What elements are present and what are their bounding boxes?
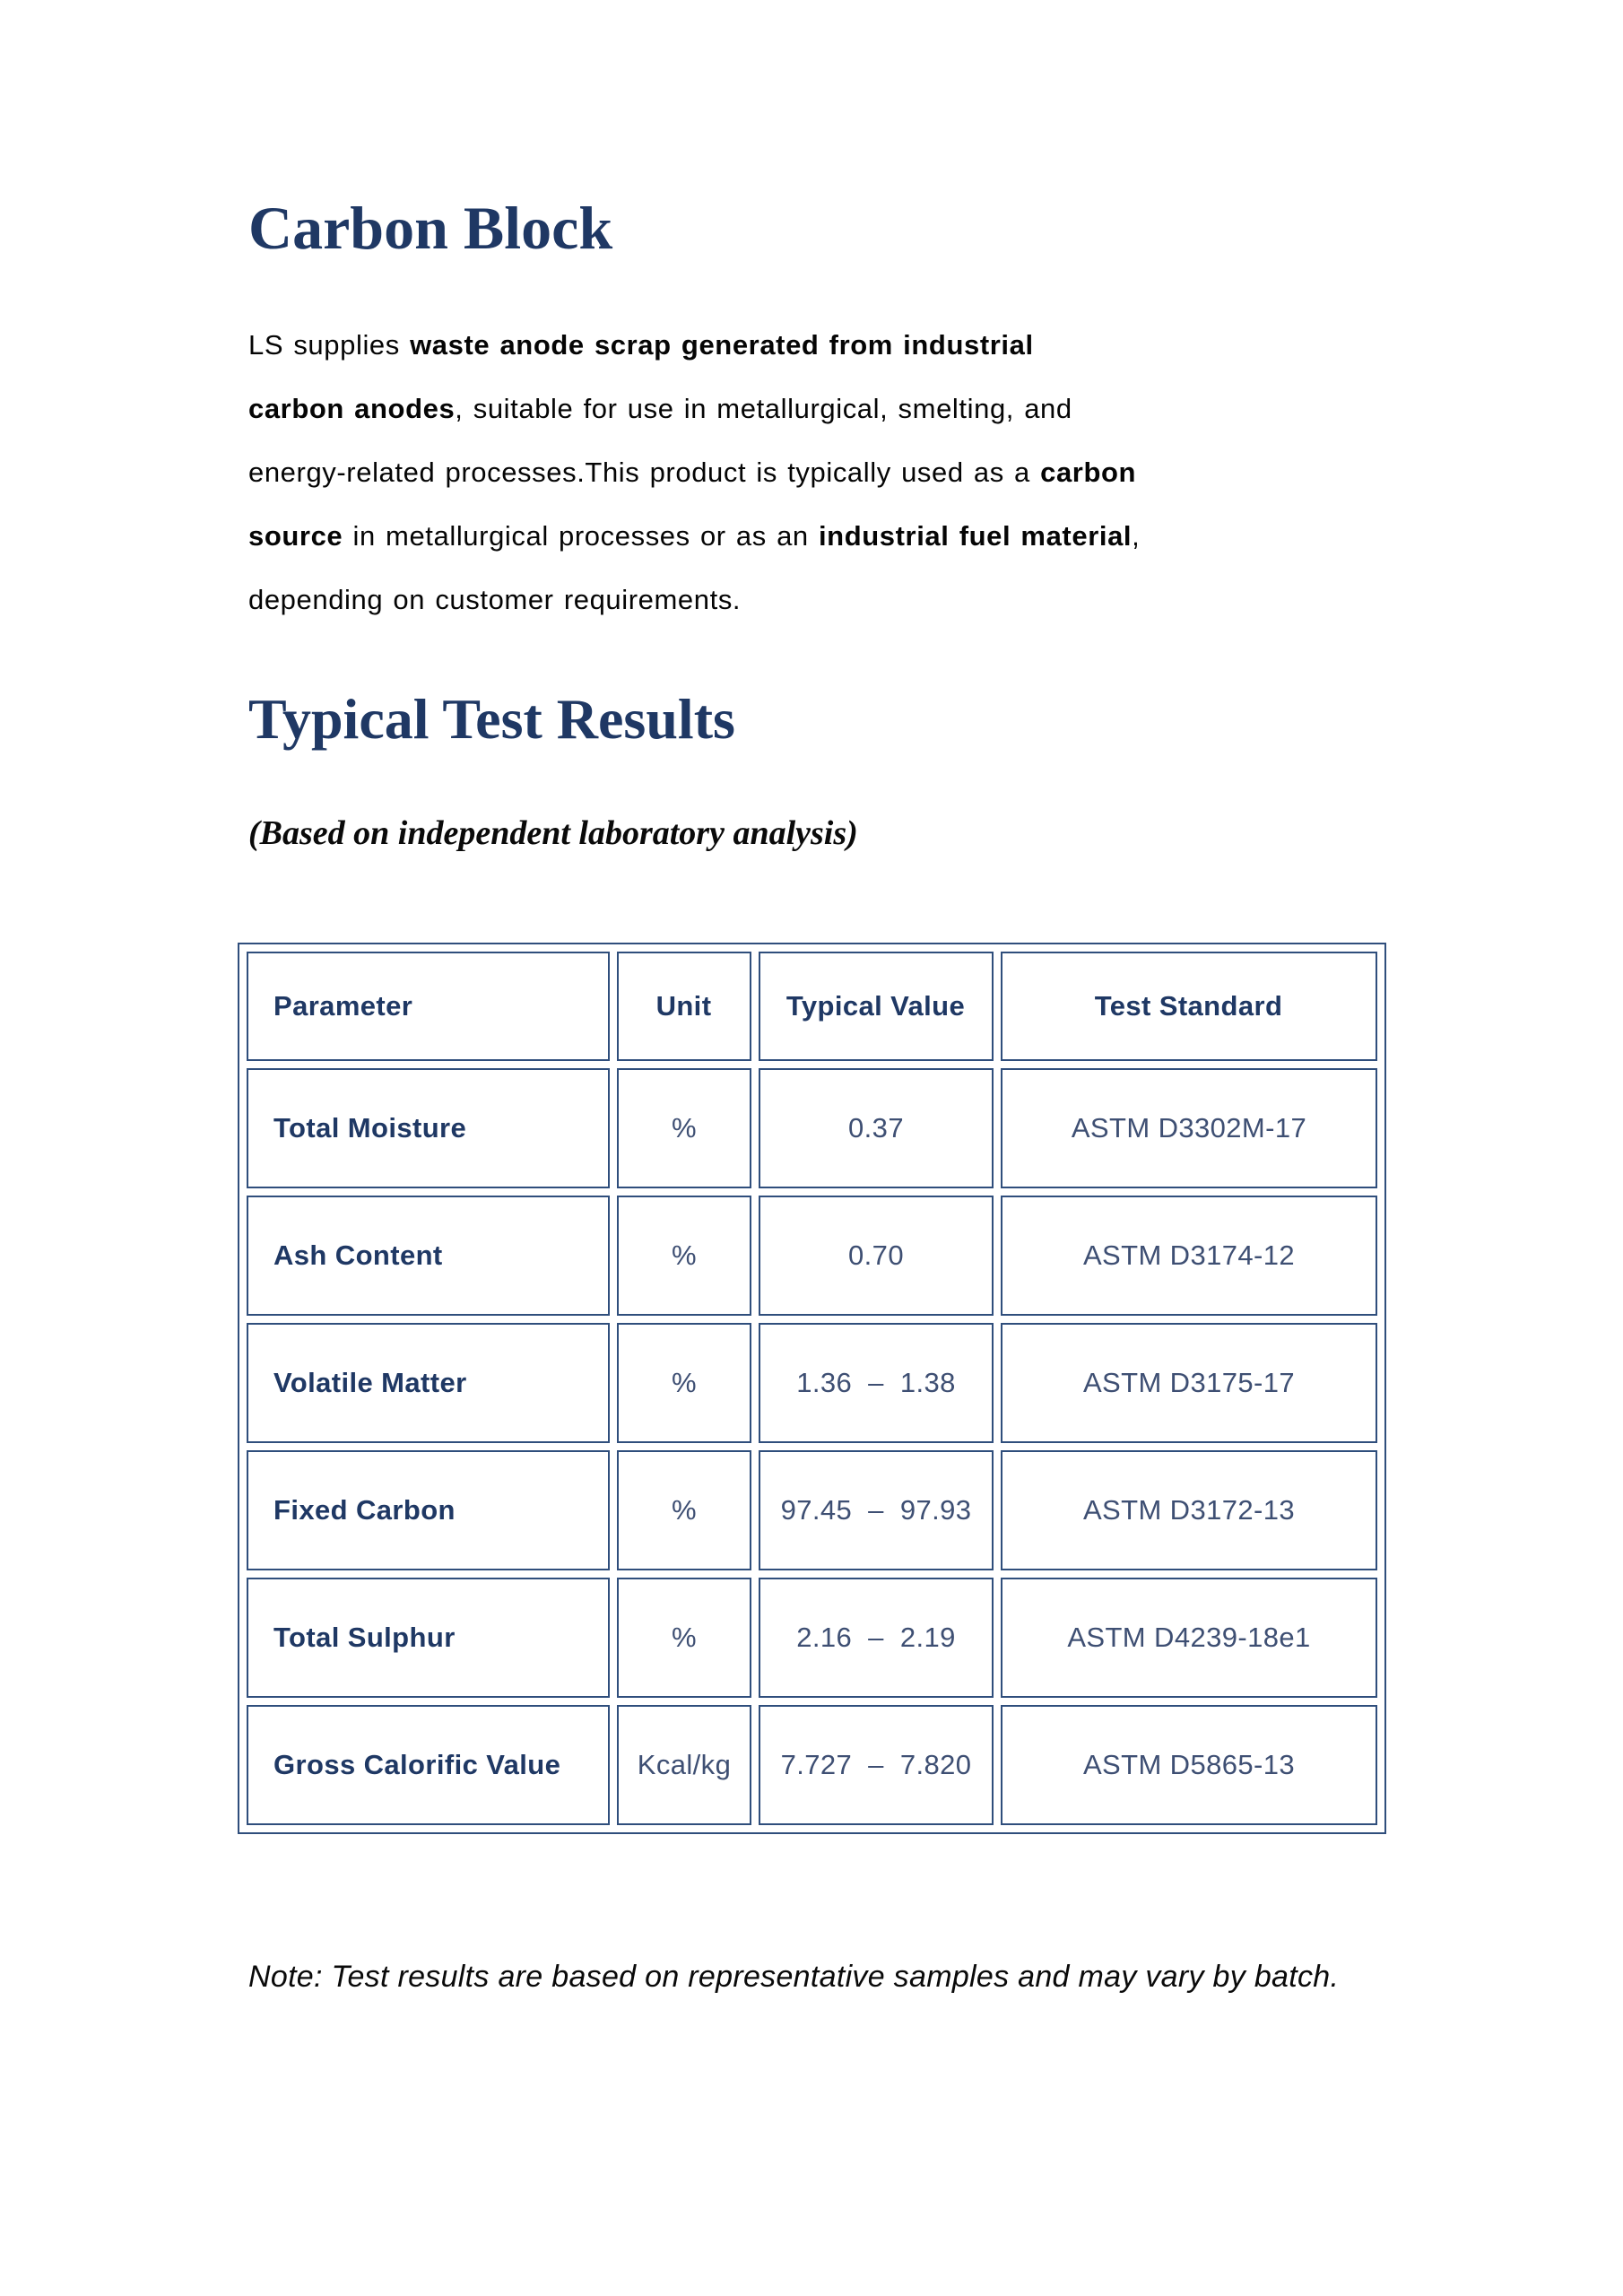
intro-line: carbon anodes, suitable for use in metal… [248, 377, 1390, 440]
table-row: Volatile Matter% 1.36 – 1.38 ASTM D3175-17 [247, 1322, 1377, 1443]
intro-text: , suitable for use in metallurgical, sme… [455, 393, 1072, 425]
cell-typical-value: 0.70 [759, 1195, 994, 1316]
cell-parameter: Volatile Matter [247, 1322, 610, 1443]
intro-text: , [1132, 520, 1141, 552]
test-results-table: Parameter Unit Typical Value Test Standa… [238, 942, 1386, 1834]
intro-text-bold: waste anode scrap generated from industr… [410, 329, 1034, 361]
cell-unit: % [617, 1195, 751, 1316]
intro-text-bold: carbon [1040, 457, 1137, 489]
footnote: Note: Test results are based on represen… [248, 1959, 1340, 1994]
page-title: Carbon Block [248, 194, 613, 262]
cell-test-standard: ASTM D3172-13 [1001, 1449, 1377, 1570]
column-header-typical-value: Typical Value [759, 951, 994, 1061]
subtitle-note: (Based on independent laboratory analysi… [248, 813, 858, 852]
intro-text-bold: carbon anodes [248, 393, 456, 425]
cell-test-standard: ASTM D3302M-17 [1001, 1067, 1377, 1188]
table-row: Ash Content% 0.70 ASTM D3174-12 [247, 1195, 1377, 1316]
cell-parameter: Total Sulphur [247, 1577, 610, 1698]
column-header-test-standard: Test Standard [1001, 951, 1377, 1061]
intro-text-bold: industrial fuel material [818, 520, 1133, 552]
table-header-row: Parameter Unit Typical Value Test Standa… [247, 951, 1377, 1061]
intro-text-bold: source [248, 520, 343, 552]
cell-test-standard: ASTM D3175-17 [1001, 1322, 1377, 1443]
cell-typical-value: 1.36 – 1.38 [759, 1322, 994, 1443]
intro-line: source in metallurgical processes or as … [248, 504, 1390, 568]
column-header-parameter: Parameter [247, 951, 610, 1061]
intro-line: energy-related processes.This product is… [248, 440, 1390, 504]
intro-text: LS supplies [248, 329, 411, 361]
table-row: Fixed Carbon% 97.45 – 97.93 ASTM D3172-13 [247, 1449, 1377, 1570]
intro-line: LS supplies waste anode scrap generated … [248, 313, 1390, 377]
table-row: Gross Calorific Value Kcal/kg 7.727 – 7.82… [247, 1704, 1377, 1825]
column-header-unit: Unit [617, 951, 751, 1061]
cell-typical-value: 2.16 – 2.19 [759, 1577, 994, 1698]
table-body: Total Moisture% 0.37 ASTM D3302M-17 Ash Con… [247, 1067, 1377, 1825]
table-row: Total Sulphur% 2.16 – 2.19 ASTM D4239-18e1 [247, 1577, 1377, 1698]
intro-paragraph: LS supplies waste anode scrap generated … [248, 313, 1390, 631]
cell-test-standard: ASTM D4239-18e1 [1001, 1577, 1377, 1698]
cell-unit: % [617, 1577, 751, 1698]
table-row: Total Moisture% 0.37 ASTM D3302M-17 [247, 1067, 1377, 1188]
cell-unit: % [617, 1067, 751, 1188]
intro-line: depending on customer requirements. [248, 568, 1390, 631]
cell-parameter: Gross Calorific Value [247, 1704, 610, 1825]
cell-typical-value: 97.45 – 97.93 [759, 1449, 994, 1570]
cell-test-standard: ASTM D3174-12 [1001, 1195, 1377, 1316]
cell-parameter: Total Moisture [247, 1067, 610, 1188]
cell-parameter: Ash Content [247, 1195, 610, 1316]
cell-unit: Kcal/kg [617, 1704, 751, 1825]
cell-parameter: Fixed Carbon [247, 1449, 610, 1570]
section-heading: Typical Test Results [248, 687, 735, 752]
cell-typical-value: 0.37 [759, 1067, 994, 1188]
intro-text: depending on customer requirements. [248, 584, 742, 616]
cell-unit: % [617, 1449, 751, 1570]
intro-text: energy-related processes.This product is… [248, 457, 1041, 489]
cell-typical-value: 7.727 – 7.820 [759, 1704, 994, 1825]
intro-text: in metallurgical processes or as an [343, 520, 819, 552]
cell-test-standard: ASTM D5865-13 [1001, 1704, 1377, 1825]
cell-unit: % [617, 1322, 751, 1443]
